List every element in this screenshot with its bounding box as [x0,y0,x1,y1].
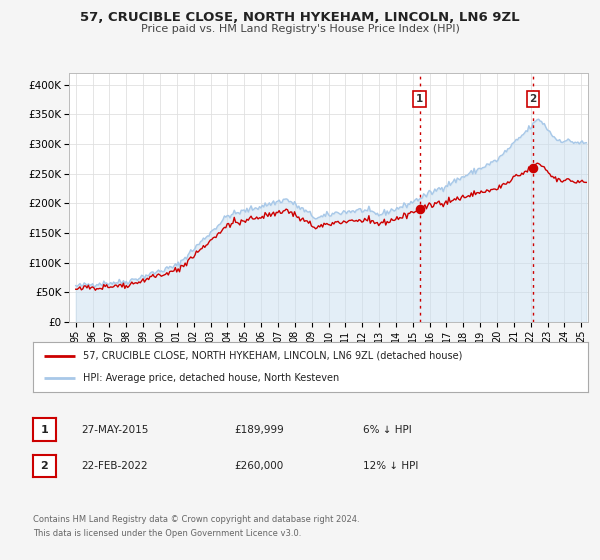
Text: 2: 2 [41,461,48,471]
Text: This data is licensed under the Open Government Licence v3.0.: This data is licensed under the Open Gov… [33,529,301,538]
Text: Price paid vs. HM Land Registry's House Price Index (HPI): Price paid vs. HM Land Registry's House … [140,24,460,34]
Text: £260,000: £260,000 [234,461,283,471]
Text: 22-FEB-2022: 22-FEB-2022 [81,461,148,471]
Text: Contains HM Land Registry data © Crown copyright and database right 2024.: Contains HM Land Registry data © Crown c… [33,515,359,524]
Text: 57, CRUCIBLE CLOSE, NORTH HYKEHAM, LINCOLN, LN6 9ZL: 57, CRUCIBLE CLOSE, NORTH HYKEHAM, LINCO… [80,11,520,24]
Text: 6% ↓ HPI: 6% ↓ HPI [363,424,412,435]
Text: 27-MAY-2015: 27-MAY-2015 [81,424,148,435]
Text: 2: 2 [529,94,536,104]
Text: 12% ↓ HPI: 12% ↓ HPI [363,461,418,471]
Text: 1: 1 [41,424,48,435]
Point [528,164,538,172]
Point [415,205,424,214]
Text: 1: 1 [416,94,423,104]
Text: £189,999: £189,999 [234,424,284,435]
Text: 57, CRUCIBLE CLOSE, NORTH HYKEHAM, LINCOLN, LN6 9ZL (detached house): 57, CRUCIBLE CLOSE, NORTH HYKEHAM, LINCO… [83,351,463,361]
Text: HPI: Average price, detached house, North Kesteven: HPI: Average price, detached house, Nort… [83,373,339,383]
